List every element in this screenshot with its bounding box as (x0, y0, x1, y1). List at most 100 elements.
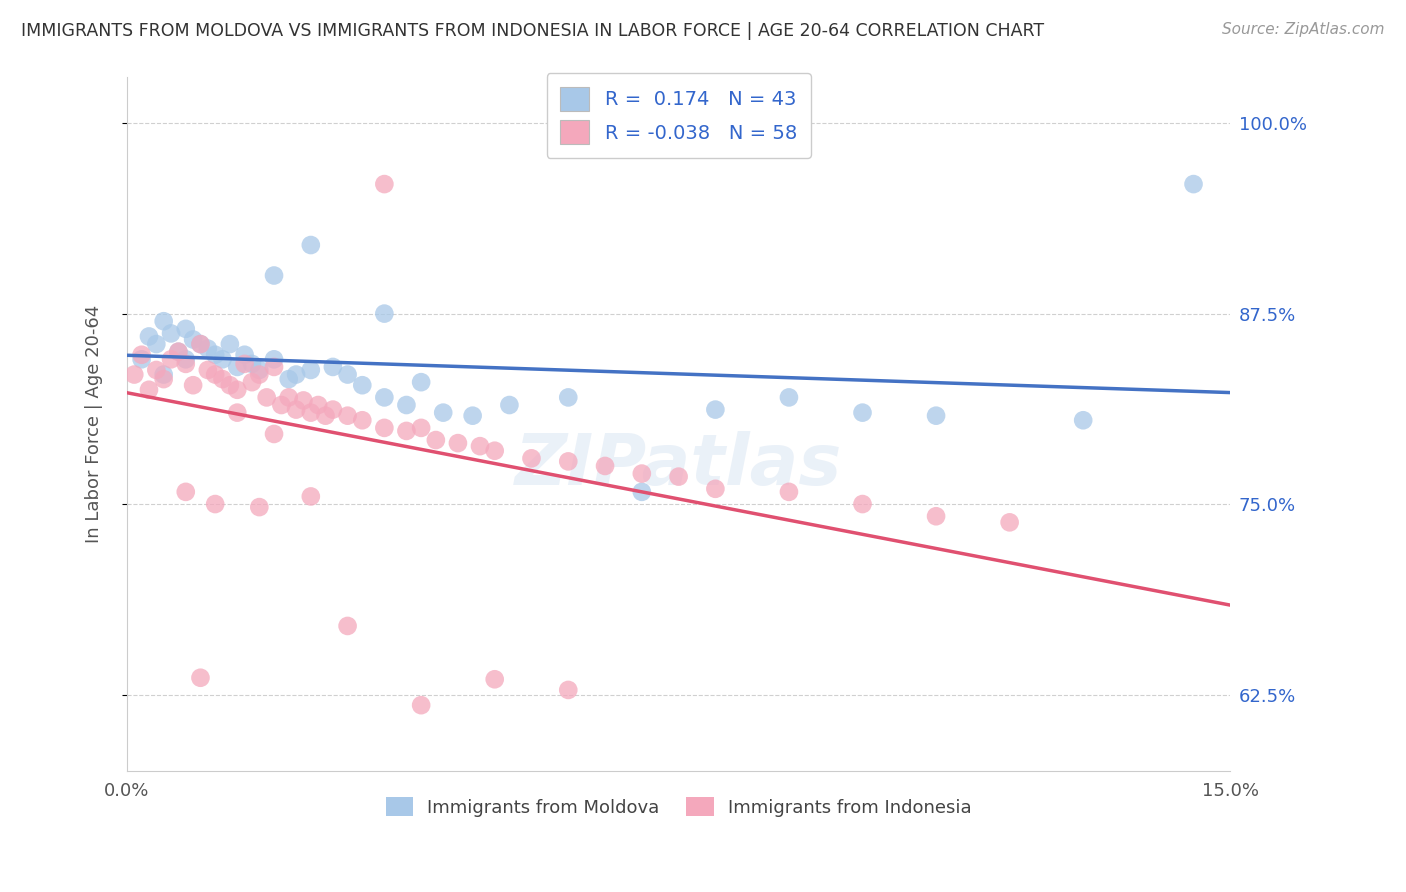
Point (174, 352, 197, 367)
Point (131, 348, 153, 362)
Point (299, 490, 322, 504)
Point (145, 363, 167, 377)
Point (167, 344, 190, 359)
Point (307, 398, 329, 412)
Point (226, 406, 249, 420)
Point (263, 352, 285, 367)
Y-axis label: In Labor Force | Age 20-64: In Labor Force | Age 20-64 (86, 305, 103, 543)
Point (704, 402, 727, 417)
Point (145, 337, 167, 351)
Point (181, 378, 204, 392)
Point (411, 698, 433, 713)
Point (425, 433, 447, 447)
Point (204, 497, 226, 511)
Point (322, 402, 344, 417)
Point (498, 398, 520, 412)
Point (277, 391, 299, 405)
Point (373, 307, 395, 321)
Point (263, 427, 285, 442)
Point (256, 391, 278, 405)
Point (299, 406, 322, 420)
Point (851, 406, 873, 420)
Point (152, 368, 174, 382)
Point (336, 619, 359, 633)
Point (138, 329, 160, 343)
Point (247, 500, 270, 515)
Point (704, 482, 727, 496)
Point (630, 484, 652, 499)
Point (190, 337, 212, 351)
Text: IMMIGRANTS FROM MOLDOVA VS IMMIGRANTS FROM INDONESIA IN LABOR FORCE | AGE 20-64 : IMMIGRANTS FROM MOLDOVA VS IMMIGRANTS FR… (21, 22, 1045, 40)
Point (322, 359, 344, 374)
Point (484, 443, 506, 458)
Point (174, 484, 197, 499)
Point (174, 357, 197, 371)
Point (167, 344, 190, 359)
Legend: Immigrants from Moldova, Immigrants from Indonesia: Immigrants from Moldova, Immigrants from… (378, 790, 979, 824)
Point (152, 372, 174, 386)
Point (190, 671, 212, 685)
Point (204, 348, 226, 362)
Point (1071, 413, 1094, 427)
Point (152, 314, 174, 328)
Point (557, 391, 579, 405)
Point (190, 337, 212, 351)
Point (395, 398, 418, 412)
Point (211, 352, 233, 367)
Point (668, 469, 690, 483)
Point (240, 375, 263, 389)
Point (395, 424, 418, 438)
Point (197, 342, 219, 356)
Point (247, 368, 270, 382)
Point (219, 378, 242, 392)
Point (122, 368, 145, 382)
Point (131, 352, 153, 367)
Point (352, 378, 374, 392)
Point (336, 368, 359, 382)
Text: ZIPatlas: ZIPatlas (515, 431, 842, 500)
Point (174, 322, 197, 336)
Point (468, 439, 491, 453)
Point (461, 409, 484, 423)
Point (373, 391, 395, 405)
Point (247, 363, 270, 377)
Point (484, 673, 506, 687)
Point (211, 372, 233, 386)
Point (263, 268, 285, 283)
Point (411, 421, 433, 435)
Point (226, 359, 249, 374)
Text: Source: ZipAtlas.com: Source: ZipAtlas.com (1222, 22, 1385, 37)
Point (778, 484, 800, 499)
Point (285, 368, 308, 382)
Point (336, 409, 359, 423)
Point (352, 413, 374, 427)
Point (219, 337, 242, 351)
Point (181, 333, 204, 347)
Point (240, 357, 263, 371)
Point (925, 409, 948, 423)
Point (263, 359, 285, 374)
Point (299, 363, 322, 377)
Point (851, 497, 873, 511)
Point (520, 451, 543, 466)
Point (998, 516, 1021, 530)
Point (226, 383, 249, 397)
Point (138, 383, 160, 397)
Point (233, 348, 256, 362)
Point (277, 372, 299, 386)
Point (925, 509, 948, 524)
Point (557, 682, 579, 697)
Point (373, 421, 395, 435)
Point (285, 402, 308, 417)
Point (197, 363, 219, 377)
Point (160, 326, 183, 341)
Point (270, 398, 292, 412)
Point (1182, 177, 1205, 191)
Point (411, 375, 433, 389)
Point (299, 238, 322, 252)
Point (593, 458, 616, 473)
Point (778, 391, 800, 405)
Point (292, 393, 315, 408)
Point (315, 409, 337, 423)
Point (447, 436, 470, 450)
